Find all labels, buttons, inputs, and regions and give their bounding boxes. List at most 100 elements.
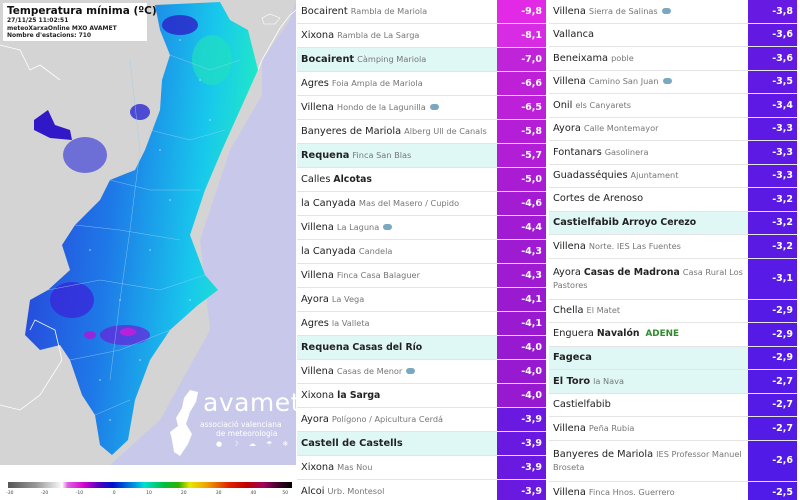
station-row[interactable]: Agres Foia Ampla de Mariola -6,6 [297,72,546,96]
network-tag: ADENE [645,329,679,340]
station-site: Camino San Juan [588,76,659,87]
temperature-value: -3,2 [748,211,797,234]
station-row[interactable]: Guadasséquies Ajuntament -3,3 [549,164,797,188]
station-row[interactable]: Fontanars Gasolinera -3,3 [549,141,797,165]
station-city: Castielfabib [553,398,611,410]
station-row[interactable]: Vallanca -3,6 [549,23,797,47]
station-name-cell: Vallanca [549,24,748,47]
station-row[interactable]: Villena Camino San Juan -3,5 [549,70,797,94]
legend-tick: -20 [40,491,49,496]
station-row[interactable]: Xixona Mas Nou -3,9 [297,456,546,480]
station-row[interactable]: Onil els Canyarets -3,4 [549,94,797,118]
station-row[interactable]: Bocairent Càmping Mariola -7,0 [297,48,546,72]
temperature-value: -7,0 [497,48,546,71]
temperature-value: -3,1 [748,258,797,299]
station-name: Banyeres de Mariola Alberg Ull de Canals [301,125,487,138]
station-row[interactable]: la Canyada Candela -4,3 [297,240,546,264]
ranking-table-left: Bocairent Rambla de Mariola -9,8 Xixona Ramb… [297,0,546,500]
station-row[interactable]: Villena Sierra de Salinas -3,8 [549,0,797,24]
station-row[interactable]: Enguera Navalón ADENE -2,9 [549,323,797,347]
station-name-cell: Agres Foia Ampla de Mariola [297,72,497,95]
station-name-cell: Ayora Polígono / Apicultura Cerdá [297,408,497,431]
station-name-cell: Ayora Casas de Madrona Casa Rural Los Past… [549,259,748,299]
map-datetime: 27/11/25 11:02:51 [7,17,69,24]
cloud-icon [661,7,671,14]
station-city: la Canyada [301,246,356,257]
station-row[interactable]: Castielfabib -2,7 [549,393,797,417]
station-row[interactable]: Ayora Polígono / Apicultura Cerdá -3,9 [297,408,546,432]
station-row[interactable]: Bocairent Rambla de Mariola -9,8 [297,0,546,24]
station-name-cell: Villena Sierra de Salinas [549,0,748,23]
station-city: Agres [301,318,329,329]
station-site: Rambla de Mariola [350,6,428,16]
station-row[interactable]: Xixona la Sarga -4,0 [297,384,546,408]
temperature-value: -2,7 [748,393,797,416]
station-name-cell: Castielfabib [549,394,748,417]
station-row[interactable]: Cortes de Arenoso -3,2 [549,188,797,212]
temperature-value: -2,6 [748,440,797,481]
cloud-icon [406,368,416,374]
station-site: Finca Hnos. Guerrero [588,487,675,498]
map-canvas[interactable]: Temperatura mínima (ºC) 27/11/25 11:02:5… [0,0,296,465]
station-row[interactable]: Calles Alcotas -5,0 [297,168,546,192]
station-row[interactable]: Banyeres de Mariola Alberg Ull de Canals -… [297,120,546,144]
temperature-map-panel: Temperatura mínima (ºC) 27/11/25 11:02:5… [0,0,296,500]
station-row[interactable]: Ayora Casas de Madrona Casa Rural Los Past… [549,258,797,300]
station-name-cell: Villena Hondo de la Lagunilla [297,96,497,119]
station-name: Xixona la Sarga [301,390,380,402]
station-row[interactable]: Alcoi Urb. Montesol -3,9 [297,480,546,500]
station-row[interactable]: la Canyada Mas del Masero / Cupido -4,6 [297,192,546,216]
station-name-cell: Villena Finca Casa Balaguer [297,264,497,287]
station-row[interactable]: Castell de Castells -3,9 [297,432,546,456]
station-city: Bocairent [301,54,355,65]
map-station-count: Nombre d'estacions: 710 [7,32,92,39]
avamet-logo: avamet associació valenciana de meteorol… [168,388,296,458]
station-name: Villena Finca Casa Balaguer [301,269,420,282]
station-site: Foia Ampla de Mariola [331,78,423,88]
station-name-cell: Castielfabib Arroyo Cerezo [549,212,748,235]
station-name-cell: Requena Finca San Blas [297,144,497,167]
station-city: Onil [553,99,573,111]
station-city: Villena [301,222,334,233]
temperature-value: -3,9 [497,456,546,479]
station-row[interactable]: Castielfabib Arroyo Cerezo -3,2 [549,211,797,235]
station-name: Onil els Canyarets [553,99,631,112]
station-row[interactable]: Fageca -2,9 [549,346,797,370]
station-row[interactable]: Villena Finca Hnos. Guerrero -2,5 [549,481,797,500]
station-name: Fontanars Gasolinera [553,146,648,159]
station-row[interactable]: Villena Peña Rubia -2,7 [549,417,797,441]
station-row[interactable]: Beneixama poble -3,6 [549,47,797,71]
ranking-table-right: Villena Sierra de Salinas -3,8 Vallanca -3,6… [549,0,797,500]
station-row[interactable]: Agres la Valleta -4,1 [297,312,546,336]
station-row[interactable]: Ayora La Vega -4,1 [297,288,546,312]
station-row[interactable]: Chella El Matet -2,9 [549,299,797,323]
cloud-icon [383,224,393,230]
station-city: Ayora [301,414,329,425]
station-row[interactable]: Villena Hondo de la Lagunilla -6,5 [297,96,546,120]
station-city: Castell de Castells [301,437,403,449]
station-row[interactable]: Villena La Laguna -4,4 [297,216,546,240]
station-name-cell: El Toro la Nava [549,370,748,393]
station-name: Calles Alcotas [301,174,372,186]
station-row[interactable]: Villena Norte. IES Las Fuentes -3,2 [549,235,797,259]
station-city: Alcoi [301,486,325,497]
cloud-icon [429,104,439,110]
station-site: Ajuntament [630,170,679,181]
station-name-cell: Enguera Navalón ADENE [549,323,748,346]
station-row[interactable]: Villena Finca Casa Balaguer -4,3 [297,264,546,288]
station-row[interactable]: Requena Casas del Río -4,0 [297,336,546,360]
station-name-cell: Ayora Calle Montemayor [549,118,748,141]
logo-wordmark: avamet [203,388,296,417]
station-row[interactable]: El Toro la Nava -2,7 [549,370,797,394]
station-row[interactable]: Ayora Calle Montemayor -3,3 [549,117,797,141]
station-site: Hondo de la Lagunilla [336,102,426,112]
station-row[interactable]: Xixona Rambla de La Sarga -8,1 [297,24,546,48]
station-row[interactable]: Banyeres de Mariola IES Professor Manuel … [549,440,797,482]
temperature-value: -3,9 [497,408,546,431]
station-row[interactable]: Villena Casas de Menor -4,0 [297,360,546,384]
station-site: la Nava [593,375,625,386]
station-site: IES Professor Manuel Broseta [553,448,742,472]
legend-tick: 30 [215,491,222,496]
station-row[interactable]: Requena Finca San Blas -5,7 [297,144,546,168]
temperature-value: -2,5 [748,481,797,500]
